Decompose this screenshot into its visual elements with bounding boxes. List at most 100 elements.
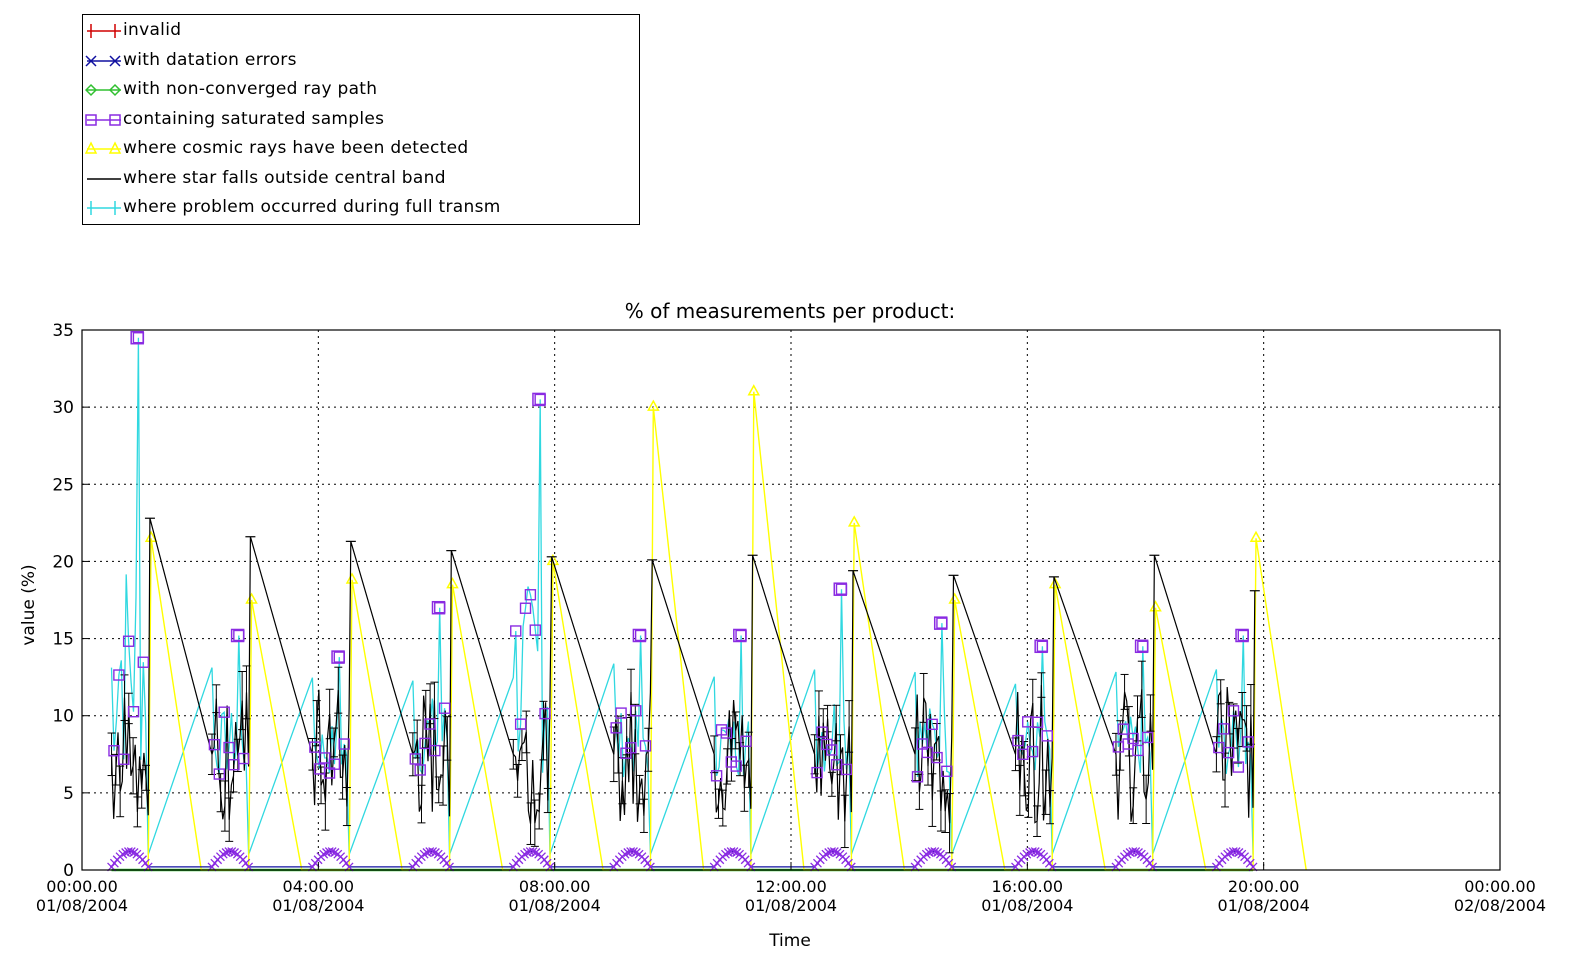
series-point: [1034, 639, 1048, 654]
x-axis: 00:00.0001/08/200404:00.0001/08/200408:0…: [36, 862, 1546, 915]
series-point: [1222, 746, 1235, 759]
series-point: [931, 751, 943, 764]
series-point: [419, 737, 431, 750]
series-point: [1012, 734, 1024, 747]
y-tick-label: 30: [52, 398, 74, 418]
x-tick-label: 12:00.00: [755, 877, 827, 896]
series-point: [218, 706, 230, 718]
y-tick-label: 25: [52, 475, 74, 495]
series-point: [632, 628, 647, 643]
x-tick-label: 20:00.00: [1228, 877, 1300, 896]
series-point: [615, 707, 627, 719]
series-point: [122, 635, 135, 647]
series-point: [740, 735, 752, 747]
legend-item: invalid: [83, 17, 639, 45]
y-axis: 0 5 10 15 20 25 30 35: [52, 321, 90, 881]
legend-label: containing saturated samples: [123, 108, 385, 129]
chart: % of measurements per product: 0 5 10 15 20 2…: [19, 299, 1546, 951]
legend-item: with non-converged ray path: [83, 76, 639, 104]
series-line: [110, 518, 1256, 824]
series-line: [111, 850, 1254, 868]
series-point: [1132, 744, 1144, 757]
diamond-icon: [85, 83, 122, 97]
series-point: [930, 847, 940, 857]
series-point: [1235, 628, 1249, 643]
series-line: [147, 391, 1307, 871]
series-point: [227, 847, 237, 857]
series-point: [228, 759, 240, 771]
series-point: [108, 745, 120, 757]
plus-icon: [87, 24, 121, 38]
x-tick-label: 16:00.00: [992, 877, 1064, 896]
x-icon: [85, 54, 121, 67]
legend-item: containing saturated samples: [83, 106, 639, 134]
series-point: [331, 650, 345, 664]
series-point: [826, 744, 838, 756]
series-point: [816, 726, 828, 738]
series-point: [130, 330, 144, 345]
x-tick-label: 01/08/2004: [272, 896, 364, 915]
y-tick-label: 10: [52, 707, 74, 727]
x-tick-label: 00:00.00: [46, 877, 118, 896]
series-point: [1231, 847, 1241, 857]
series-point: [428, 847, 438, 857]
x-tick-label: 04:00.00: [283, 877, 355, 896]
y-tick-label: 0: [63, 861, 74, 881]
series-point: [1131, 847, 1141, 857]
x-tick-label: 01/08/2004: [981, 896, 1073, 915]
x-tick-label: 00:00.00: [1464, 877, 1536, 896]
series-point: [911, 771, 924, 783]
series-point: [829, 847, 839, 857]
series-point: [647, 399, 660, 411]
series-point: [948, 592, 961, 604]
series-point: [747, 384, 761, 396]
series-point: [629, 847, 638, 857]
series-point: [327, 847, 337, 857]
square-icon: [85, 113, 121, 126]
series-point: [833, 582, 848, 596]
legend-item: where star falls outside central band: [83, 165, 639, 193]
legend-item: with datation errors: [83, 47, 639, 75]
series-point: [519, 602, 532, 614]
series-point: [424, 718, 436, 730]
y-tick-label: 35: [52, 321, 74, 341]
series-point: [811, 766, 823, 779]
series-point: [710, 770, 723, 782]
series-point: [1242, 736, 1254, 748]
series-point: [1127, 732, 1139, 745]
chart-title: % of measurements per product:: [625, 299, 956, 323]
series-point: [429, 744, 441, 757]
series-point: [840, 763, 853, 776]
series-point: [118, 753, 130, 765]
series-point: [510, 625, 522, 637]
series-point: [245, 592, 258, 604]
series-point: [1149, 600, 1162, 612]
y-tick-label: 5: [63, 784, 74, 804]
triangle-icon: [85, 141, 122, 154]
series-point: [528, 847, 538, 857]
series-point: [113, 669, 125, 681]
series-point: [720, 727, 733, 739]
series-point: [1249, 530, 1263, 543]
series-point: [1048, 577, 1062, 589]
none-icon: [87, 177, 121, 180]
y-tick-label: 15: [52, 630, 74, 650]
series-point: [238, 752, 250, 765]
y-tick-label: 20: [52, 552, 74, 572]
series-point: [546, 553, 560, 566]
series-line: [110, 337, 1254, 855]
series-layer: [107, 330, 1307, 872]
series-point: [933, 616, 948, 630]
series-point: [1031, 716, 1044, 728]
legend-label: where star falls outside central band: [123, 167, 446, 188]
legend-label: invalid: [123, 20, 182, 40]
x-axis-label: Time: [768, 931, 811, 951]
series-point: [409, 753, 422, 765]
series-point: [1026, 745, 1039, 758]
series-point: [639, 740, 652, 752]
series-point: [230, 628, 245, 643]
series-point: [126, 847, 136, 857]
x-tick-label: 01/08/2004: [36, 896, 128, 915]
series-point: [338, 738, 350, 750]
x-tick-label: 08:00.00: [519, 877, 591, 896]
